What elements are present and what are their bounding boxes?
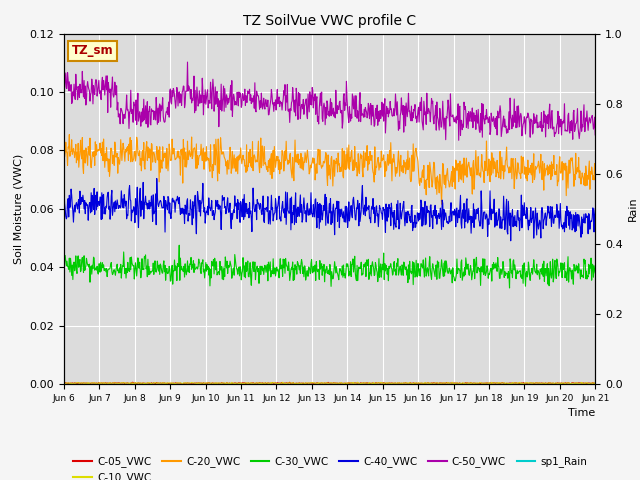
C-30_VWC: [591, 270, 599, 276]
C-10_VWC: [591, 380, 599, 386]
C-40_VWC: [520, 213, 527, 218]
C-30_VWC: [118, 267, 125, 273]
sp1_Rain: [438, 381, 446, 387]
C-40_VWC: [199, 180, 207, 186]
C-10_VWC: [461, 380, 469, 386]
C-05_VWC: [199, 380, 207, 386]
Y-axis label: Rain: Rain: [628, 196, 638, 221]
C-50_VWC: [520, 120, 527, 126]
C-50_VWC: [461, 104, 469, 109]
C-30_VWC: [520, 262, 527, 267]
C-40_VWC: [439, 201, 447, 206]
C-50_VWC: [118, 108, 125, 114]
C-30_VWC: [199, 257, 207, 263]
sp1_Rain: [460, 381, 468, 387]
C-05_VWC: [287, 381, 295, 386]
C-30_VWC: [60, 262, 68, 268]
C-40_VWC: [118, 197, 125, 203]
C-10_VWC: [287, 380, 295, 386]
Legend: C-05_VWC, C-10_VWC, C-20_VWC, C-30_VWC, C-40_VWC, C-50_VWC, sp1_Rain: C-05_VWC, C-10_VWC, C-20_VWC, C-30_VWC, …: [69, 452, 591, 480]
sp1_Rain: [287, 381, 295, 387]
C-30_VWC: [506, 285, 513, 291]
C-05_VWC: [118, 380, 125, 386]
sp1_Rain: [118, 381, 125, 387]
C-30_VWC: [461, 264, 468, 270]
Line: C-05_VWC: C-05_VWC: [64, 382, 595, 384]
sp1_Rain: [518, 381, 526, 387]
C-30_VWC: [439, 269, 447, 275]
C-20_VWC: [118, 147, 126, 153]
C-20_VWC: [520, 159, 527, 165]
C-05_VWC: [60, 381, 68, 386]
C-05_VWC: [591, 381, 599, 386]
C-20_VWC: [461, 172, 469, 178]
C-05_VWC: [440, 381, 447, 386]
C-10_VWC: [354, 379, 362, 385]
X-axis label: Time: Time: [568, 408, 595, 418]
C-05_VWC: [461, 380, 469, 386]
C-50_VWC: [455, 137, 463, 143]
C-05_VWC: [129, 379, 136, 385]
C-20_VWC: [60, 147, 68, 153]
Title: TZ SoilVue VWC profile C: TZ SoilVue VWC profile C: [243, 14, 416, 28]
C-50_VWC: [591, 132, 599, 138]
C-30_VWC: [287, 264, 295, 270]
C-50_VWC: [287, 100, 295, 106]
C-40_VWC: [287, 194, 295, 200]
C-40_VWC: [461, 225, 468, 231]
sp1_Rain: [198, 381, 206, 387]
C-20_VWC: [438, 201, 445, 207]
C-40_VWC: [60, 183, 68, 189]
C-10_VWC: [440, 380, 447, 386]
C-20_VWC: [199, 147, 207, 153]
C-10_VWC: [225, 381, 233, 387]
C-10_VWC: [118, 380, 125, 386]
C-10_VWC: [198, 380, 206, 386]
Line: C-40_VWC: C-40_VWC: [64, 179, 595, 241]
C-10_VWC: [60, 381, 68, 386]
sp1_Rain: [60, 381, 68, 387]
C-05_VWC: [520, 380, 527, 386]
C-50_VWC: [60, 79, 68, 84]
C-20_VWC: [287, 170, 295, 176]
Line: C-20_VWC: C-20_VWC: [64, 134, 595, 204]
Line: C-10_VWC: C-10_VWC: [64, 382, 595, 384]
C-40_VWC: [591, 206, 599, 212]
C-50_VWC: [439, 98, 447, 104]
C-50_VWC: [199, 89, 207, 95]
C-20_VWC: [65, 132, 73, 137]
sp1_Rain: [591, 381, 599, 387]
Text: TZ_sm: TZ_sm: [72, 44, 113, 57]
C-10_VWC: [520, 381, 527, 386]
C-40_VWC: [507, 238, 515, 244]
C-50_VWC: [184, 59, 191, 65]
Line: C-50_VWC: C-50_VWC: [64, 62, 595, 140]
Line: C-30_VWC: C-30_VWC: [64, 245, 595, 288]
C-20_VWC: [440, 162, 447, 168]
C-20_VWC: [591, 170, 599, 176]
C-40_VWC: [153, 176, 161, 181]
C-05_VWC: [413, 381, 421, 387]
Y-axis label: Soil Moisture (VWC): Soil Moisture (VWC): [14, 154, 24, 264]
C-30_VWC: [175, 242, 183, 248]
